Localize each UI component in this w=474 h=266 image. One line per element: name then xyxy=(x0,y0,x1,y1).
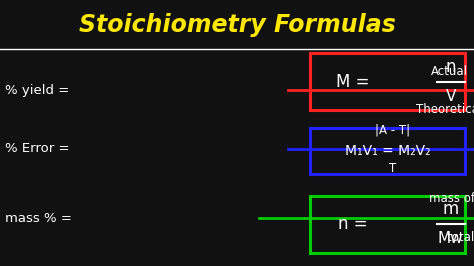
Text: n =: n = xyxy=(337,215,373,233)
Text: n: n xyxy=(446,58,456,76)
Text: total mass: total mass xyxy=(447,231,474,244)
Text: Actual: Actual xyxy=(431,65,468,78)
Text: Stoichiometry Formulas: Stoichiometry Formulas xyxy=(79,13,395,37)
Text: Mw: Mw xyxy=(438,231,464,246)
Text: |A - T|: |A - T| xyxy=(375,123,410,136)
Text: M =: M = xyxy=(336,73,374,91)
Text: % Error =: % Error = xyxy=(5,143,73,155)
Text: mass of element: mass of element xyxy=(428,193,474,205)
Text: Theoretical: Theoretical xyxy=(416,103,474,116)
Text: T: T xyxy=(389,162,396,174)
Text: m: m xyxy=(443,201,459,218)
Text: % yield =: % yield = xyxy=(5,84,73,97)
Text: M₁V₁ = M₂V₂: M₁V₁ = M₂V₂ xyxy=(345,144,430,158)
Text: mass % =: mass % = xyxy=(5,212,76,225)
Text: V: V xyxy=(446,89,456,104)
